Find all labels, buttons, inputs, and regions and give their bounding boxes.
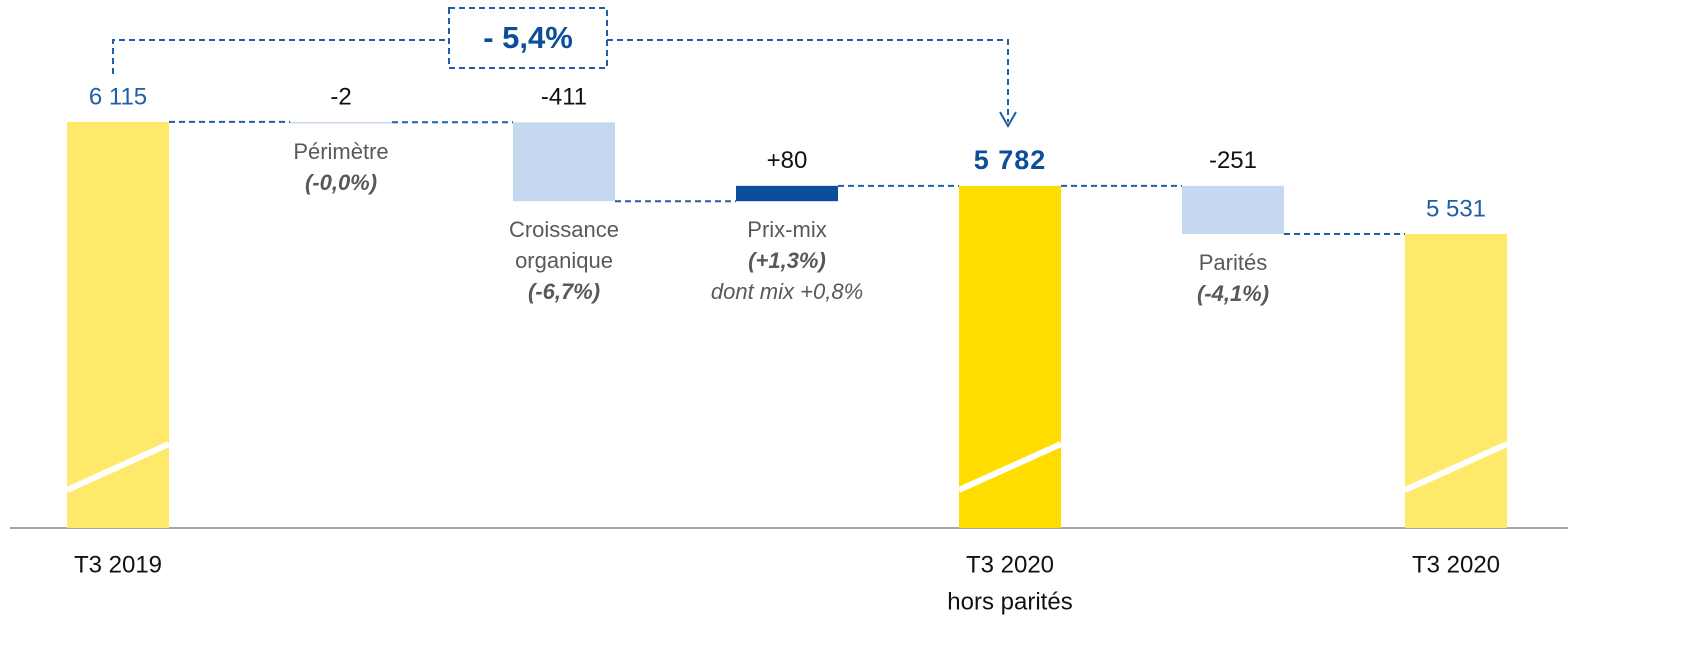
value-label: 5 531: [1426, 195, 1486, 222]
bar: [736, 185, 838, 202]
bar-note: (-6,7%): [528, 279, 600, 304]
axis-break: [957, 441, 1063, 493]
bar-note: Prix-mix: [747, 217, 826, 242]
value-label: +80: [767, 147, 808, 174]
bar: [959, 185, 1061, 528]
value-label: 5 782: [974, 145, 1047, 175]
bar: [1405, 234, 1507, 528]
bar-note: dont mix +0,8%: [711, 279, 863, 304]
bar-note: (-0,0%): [305, 170, 377, 195]
x-tick-label: T3 2020: [966, 551, 1054, 578]
change-label: - 5,4%: [483, 20, 573, 55]
bar-note: organique: [515, 248, 613, 273]
axis-break: [1403, 441, 1509, 493]
x-tick-label: hors parités: [947, 588, 1072, 615]
bar-note: Parités: [1199, 250, 1267, 275]
bar-note: (+1,3%): [748, 248, 826, 273]
bar: [1182, 185, 1284, 235]
bar-note: (-4,1%): [1197, 281, 1269, 306]
value-label: -2: [330, 83, 351, 110]
bar: [513, 122, 615, 202]
bar-note: Croissance: [509, 217, 619, 242]
bar: [67, 121, 169, 529]
change-bracket: [112, 39, 1009, 122]
x-tick-label: T3 2020: [1412, 551, 1500, 578]
change-arrow: [999, 111, 1017, 129]
axis-break: [65, 441, 171, 493]
value-label: 6 115: [89, 83, 147, 110]
x-tick-label: T3 2019: [74, 551, 162, 578]
value-label: -251: [1209, 147, 1257, 174]
bar: [290, 121, 392, 124]
change-box: [448, 7, 608, 69]
bar-note: Périmètre: [293, 139, 388, 164]
value-label: -411: [541, 84, 587, 111]
